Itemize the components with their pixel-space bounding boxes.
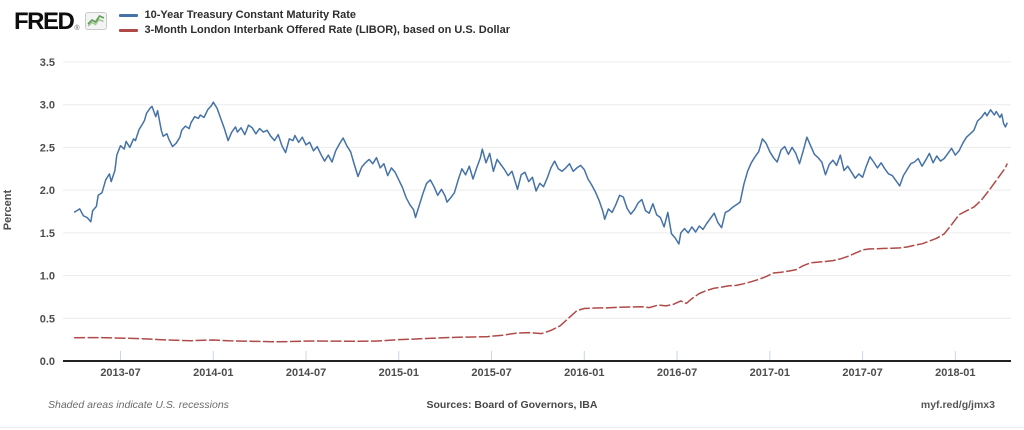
treasury-legend-swatch (118, 13, 138, 17)
chart-header: FRED ® 10-Year Treasury Constant Maturit… (14, 9, 510, 36)
shortlink[interactable]: myf.red/g/jmx3 (920, 399, 995, 411)
x-tick-label: 2017-01 (750, 367, 790, 379)
x-tick-label: 2016-01 (564, 367, 604, 379)
chart-legend: 10-Year Treasury Constant Maturity Rate … (118, 9, 510, 36)
y-tick-label: 1.5 (40, 228, 55, 240)
y-tick-label: 3.0 (40, 100, 55, 112)
libor-legend-swatch (118, 28, 138, 32)
recession-note: Shaded areas indicate U.S. recessions (48, 399, 229, 411)
bottom-edge-line (0, 427, 1024, 428)
fred-logo[interactable]: FRED ® (14, 10, 107, 35)
sources-text: Sources: Board of Governors, IBA (426, 399, 598, 411)
y-tick-label: 1.0 (40, 271, 55, 283)
y-tick-label: 0.0 (40, 356, 55, 368)
libor-legend-label: 3-Month London Interbank Offered Rate (L… (144, 24, 510, 36)
y-tick-label: 3.5 (40, 57, 55, 69)
fred-logo-text: FRED (14, 8, 75, 35)
x-tick-label: 2013-07 (100, 367, 140, 379)
x-tick-label: 2018-01 (935, 367, 975, 379)
y-tick-label: 0.5 (40, 313, 55, 325)
legend-item-treasury: 10-Year Treasury Constant Maturity Rate (118, 9, 510, 21)
y-tick-label: 2.0 (40, 185, 55, 197)
fred-chart-icon (84, 12, 107, 35)
x-tick-label: 2015-01 (379, 367, 419, 379)
treasury-legend-label: 10-Year Treasury Constant Maturity Rate (144, 9, 357, 21)
y-tick-label: 2.5 (40, 142, 55, 154)
y-axis-title: Percent (2, 189, 14, 231)
registered-mark: ® (74, 25, 80, 32)
x-tick-label: 2017-07 (842, 367, 882, 379)
x-tick-label: 2016-07 (657, 367, 697, 379)
x-tick-label: 2015-07 (471, 367, 511, 379)
libor-series-line (74, 163, 1008, 343)
treasury-series-line (73, 101, 1008, 245)
x-tick-label: 2014-07 (286, 367, 326, 379)
x-tick-label: 2014-01 (193, 367, 233, 379)
legend-item-libor: 3-Month London Interbank Offered Rate (L… (118, 24, 510, 36)
